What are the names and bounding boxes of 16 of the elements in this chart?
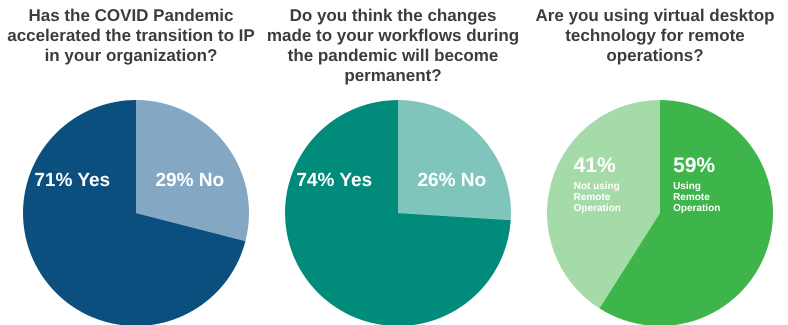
chart-title: Has the COVID Pandemic accelerated the transition to IP in your organization? [6, 6, 256, 66]
pie-slice [136, 100, 249, 242]
slice-label: Not using Remote Operation [574, 181, 621, 214]
pie-slice [398, 100, 511, 220]
slice-label: 74% Yes [296, 170, 372, 191]
slice-label: 29% No [155, 170, 224, 191]
slice-label: 26% No [417, 170, 486, 191]
data-label: 59% [673, 154, 716, 177]
data-label: 41% [574, 154, 616, 177]
pie-slice [547, 100, 660, 308]
slice-label: 71% Yes [34, 170, 110, 191]
slice-label: Using Remote Operation [673, 181, 720, 214]
pie-slice [23, 100, 246, 325]
chart-title: Do you think the changes made to your workflows during the pandemic will become permanent? [266, 6, 520, 86]
chart-title: Are you using virtual desktop technology for remote operations? [534, 6, 776, 66]
pie-slice [285, 100, 511, 325]
